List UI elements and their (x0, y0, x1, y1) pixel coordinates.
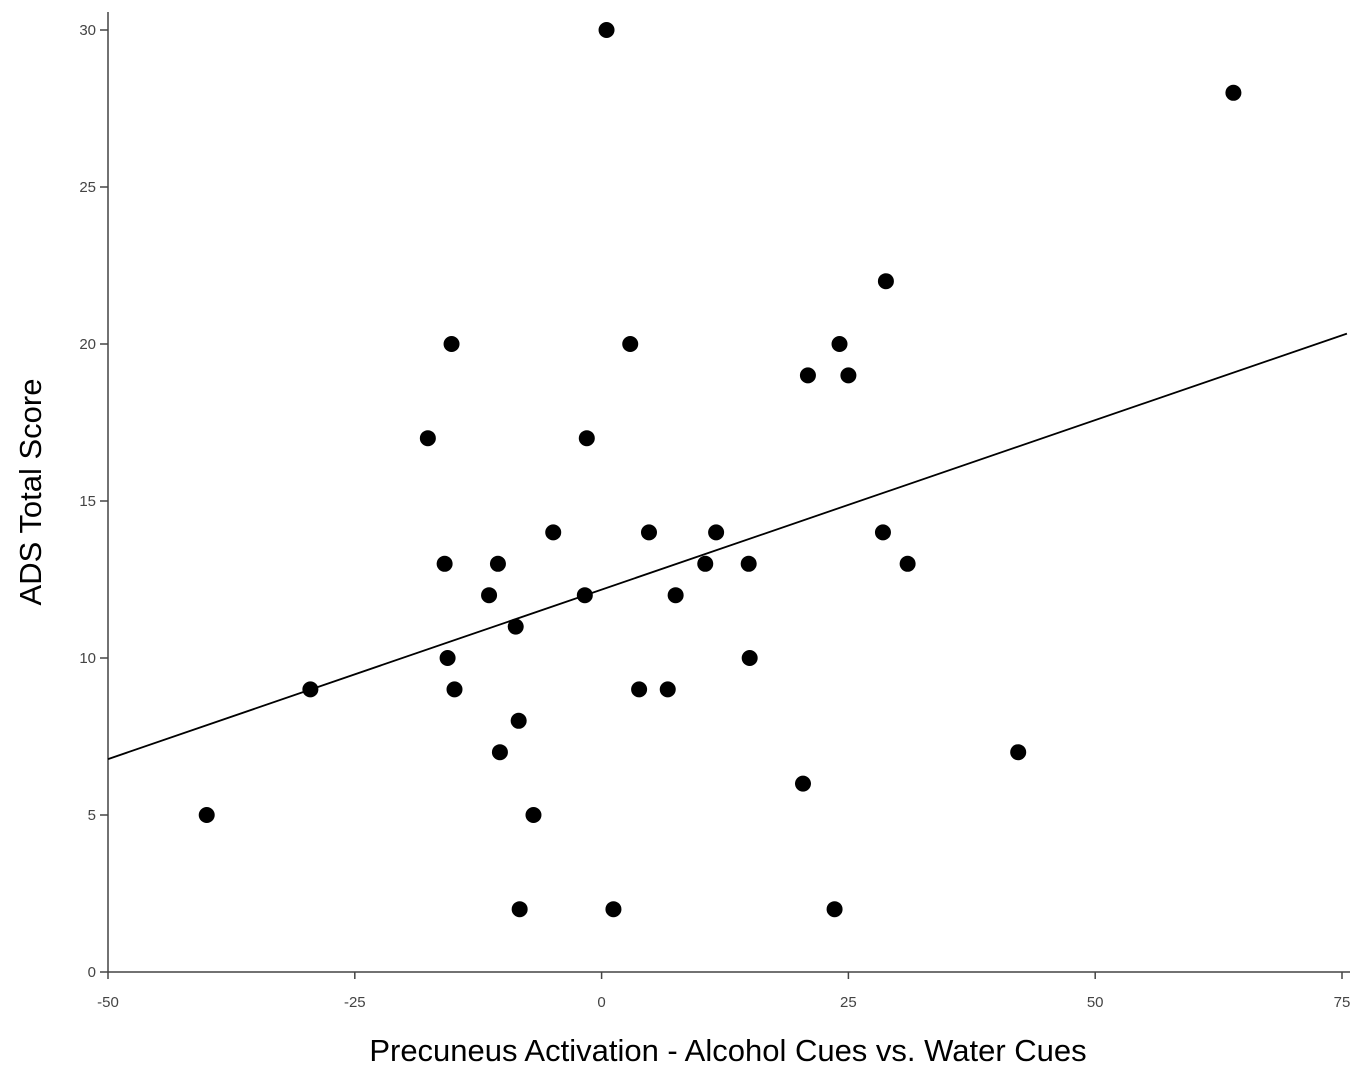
data-point (659, 681, 676, 698)
data-point (877, 273, 894, 290)
data-point (419, 430, 436, 447)
data-point (874, 524, 891, 541)
data-point (576, 587, 593, 604)
regression-line (107, 332, 1348, 760)
data-point (826, 901, 843, 918)
data-point (446, 681, 463, 698)
data-point (622, 336, 639, 352)
y-tick-label: 25 (79, 179, 96, 196)
data-point (667, 587, 684, 604)
y-tick-label: 10 (79, 650, 96, 667)
x-tick-label: 50 (1087, 994, 1104, 1011)
y-tick-label: 20 (79, 336, 96, 353)
data-point (578, 430, 595, 447)
data-point (1010, 744, 1027, 761)
data-point (640, 524, 657, 541)
data-point (741, 650, 758, 666)
data-point (198, 807, 215, 823)
data-point (794, 775, 811, 792)
y-tick-label: 5 (88, 807, 96, 824)
data-point (443, 336, 460, 352)
y-tick-label: 0 (88, 964, 96, 981)
data-point (697, 555, 714, 572)
data-point (507, 618, 524, 635)
y-tick-label: 15 (79, 493, 96, 510)
x-axis-title: Precuneus Activation - Alcohol Cues vs. … (369, 1033, 1086, 1068)
data-point (511, 901, 528, 918)
data-point (491, 744, 508, 761)
x-tick-label: -25 (344, 994, 366, 1011)
data-point (831, 336, 848, 352)
axes (107, 12, 1350, 973)
x-tick-label: -50 (97, 994, 119, 1011)
data-point (799, 367, 816, 384)
data-point (510, 712, 527, 729)
y-tick-label: 30 (79, 22, 96, 39)
data-point (631, 681, 648, 698)
data-points (198, 22, 1242, 918)
data-point (439, 650, 456, 666)
data-point (525, 807, 542, 823)
data-point (899, 555, 916, 572)
data-point (545, 524, 562, 541)
y-axis-ticks: 0 5 10 15 20 25 30 (79, 22, 108, 981)
y-axis-title: ADS Total Score (13, 379, 48, 606)
data-point (708, 524, 725, 541)
data-point (436, 555, 453, 572)
x-tick-label: 25 (840, 994, 857, 1011)
x-tick-label: 0 (597, 994, 605, 1011)
data-point (1225, 84, 1242, 101)
data-point (489, 555, 506, 572)
data-point (605, 901, 622, 918)
x-axis-ticks: -50 -25 0 25 50 75 (97, 972, 1350, 1011)
data-point (740, 555, 757, 572)
data-point (481, 587, 498, 604)
data-point (840, 367, 857, 384)
x-tick-label: 75 (1334, 994, 1351, 1011)
data-point (302, 681, 319, 698)
data-point (598, 22, 615, 38)
